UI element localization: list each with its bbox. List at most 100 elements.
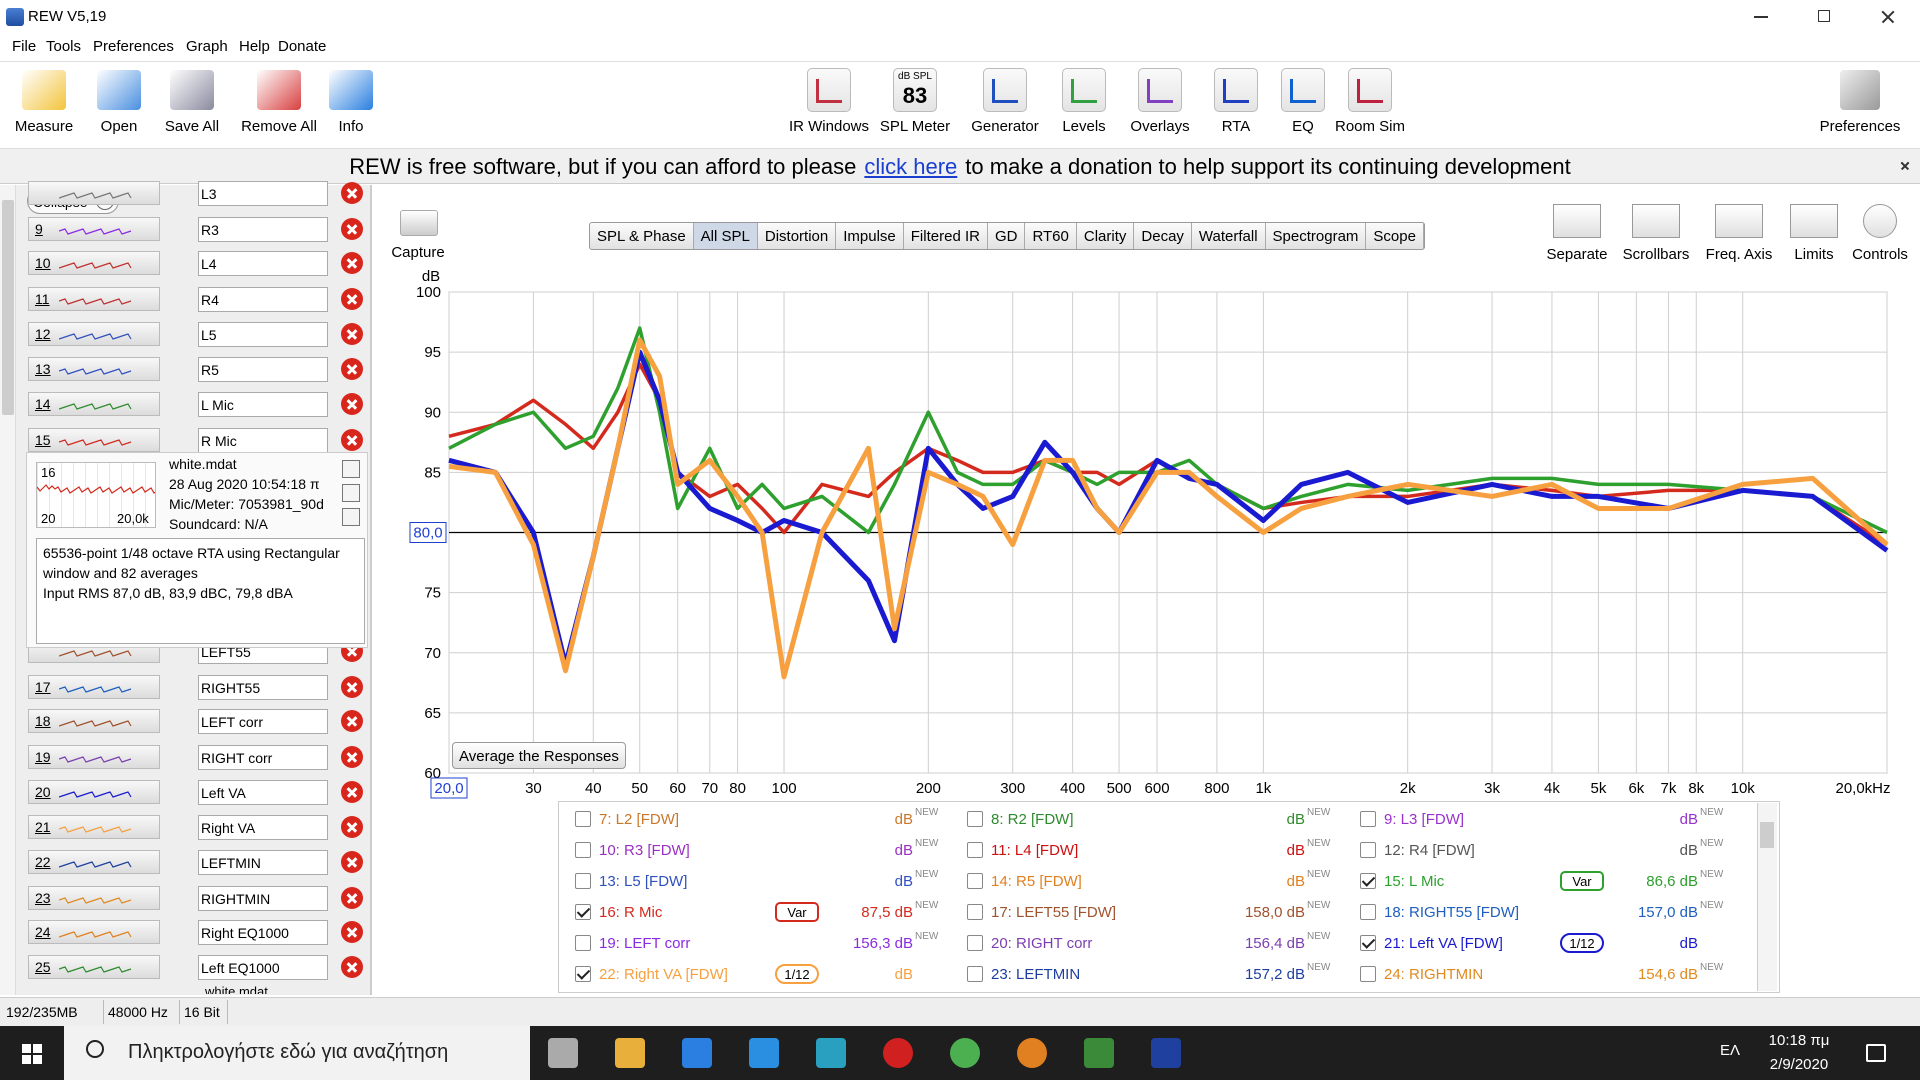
graph-tab[interactable]: GD: [988, 223, 1026, 249]
search-icon[interactable]: [86, 1040, 104, 1058]
measurement-name[interactable]: Right VA: [198, 815, 328, 840]
remove-measurement[interactable]: [341, 288, 363, 310]
remove-measurement[interactable]: [341, 218, 363, 240]
toolbar-button[interactable]: Generator: [971, 118, 1039, 135]
toolbar-button[interactable]: EQ: [1292, 118, 1314, 135]
remove-measurement[interactable]: [341, 956, 363, 978]
remove-measurement[interactable]: [341, 429, 363, 451]
menu-item[interactable]: Preferences: [93, 38, 174, 55]
measurement-name[interactable]: R Mic: [198, 428, 328, 453]
menu-item[interactable]: Help: [239, 38, 270, 55]
series-checkbox[interactable]: [967, 904, 983, 920]
graph-tool-icon[interactable]: [1632, 204, 1680, 238]
toolbar-button[interactable]: SPL Meter: [879, 118, 951, 135]
remove-measurement[interactable]: [341, 252, 363, 274]
taskbar-app[interactable]: [749, 1038, 779, 1068]
legend-label[interactable]: 19: LEFT corr: [599, 935, 691, 952]
measurement-thumb[interactable]: 9: [28, 217, 160, 241]
legend-scroll-thumb[interactable]: [1760, 822, 1774, 848]
measurement-thumb[interactable]: 11: [28, 287, 160, 311]
graph-tab[interactable]: Waterfall: [1192, 223, 1266, 249]
banner-close[interactable]: [1900, 160, 1910, 170]
graph-tool-icon[interactable]: [1553, 204, 1601, 238]
graph-tool-icon[interactable]: [1863, 204, 1897, 238]
toolbar-button[interactable]: Info: [338, 118, 364, 135]
info-icon[interactable]: [342, 508, 360, 526]
legend-label[interactable]: 13: L5 [FDW]: [599, 873, 688, 890]
remove-measurement[interactable]: [341, 710, 363, 732]
measurement-name[interactable]: RIGHTMIN: [198, 886, 328, 911]
legend-label[interactable]: 16: R Mic: [599, 904, 663, 921]
remove-measurement[interactable]: [341, 781, 363, 803]
measurement-name[interactable]: L4: [198, 251, 328, 276]
smoothing-badge[interactable]: 1/12: [1560, 933, 1604, 953]
legend-label[interactable]: 14: R5 [FDW]: [991, 873, 1082, 890]
series-checkbox[interactable]: [575, 966, 591, 982]
menu-item[interactable]: Donate: [278, 38, 327, 55]
measurement-name[interactable]: LEFTMIN: [198, 850, 328, 875]
toolbar-button[interactable]: Remove All: [241, 118, 317, 135]
toolbar-button[interactable]: RTA: [1221, 118, 1251, 135]
info-icon[interactable]: [342, 460, 360, 478]
smoothing-badge[interactable]: Var: [1560, 871, 1604, 891]
series-checkbox[interactable]: [967, 873, 983, 889]
remove-measurement[interactable]: [341, 887, 363, 909]
remove-measurement[interactable]: [341, 358, 363, 380]
smoothing-badge[interactable]: 1/12: [775, 964, 819, 984]
measurement-thumb[interactable]: 23: [28, 886, 160, 910]
toolbar-button[interactable]: Overlays: [1130, 118, 1190, 135]
series-checkbox[interactable]: [967, 842, 983, 858]
legend-label[interactable]: 20: RIGHT corr: [991, 935, 1093, 952]
graph-tool-button[interactable]: Scrollbars: [1622, 246, 1690, 263]
measurement-thumb[interactable]: 18: [28, 709, 160, 733]
donate-link[interactable]: click here: [864, 154, 958, 179]
measurement-name[interactable]: LEFT corr: [198, 709, 328, 734]
measurement-name[interactable]: RIGHT corr: [198, 745, 328, 770]
measurement-thumb[interactable]: 20: [28, 780, 160, 804]
graph-tab[interactable]: RT60: [1025, 223, 1077, 249]
measurement-thumb[interactable]: 12: [28, 322, 160, 346]
series-checkbox[interactable]: [575, 811, 591, 827]
series-checkbox[interactable]: [1360, 904, 1376, 920]
series-checkbox[interactable]: [1360, 873, 1376, 889]
graph-tab[interactable]: Scope: [1366, 223, 1424, 249]
series-checkbox[interactable]: [967, 811, 983, 827]
measurement-name[interactable]: L5: [198, 322, 328, 347]
taskbar-app[interactable]: [1151, 1038, 1181, 1068]
graph-tab[interactable]: All SPL: [693, 223, 758, 249]
graph-tab[interactable]: Impulse: [836, 223, 904, 249]
toolbar-button[interactable]: Measure: [14, 118, 74, 135]
graph-tab[interactable]: Filtered IR: [904, 223, 988, 249]
measurement-thumb[interactable]: 10: [28, 251, 160, 275]
remove-measurement[interactable]: [341, 921, 363, 943]
start-button[interactable]: [22, 1044, 42, 1064]
series-checkbox[interactable]: [1360, 811, 1376, 827]
menu-item[interactable]: File: [12, 38, 37, 55]
legend-label[interactable]: 22: Right VA [FDW]: [599, 966, 728, 983]
taskbar-app[interactable]: [883, 1038, 913, 1068]
legend-label[interactable]: 11: L4 [FDW]: [991, 842, 1079, 859]
measurement-name[interactable]: R3: [198, 217, 328, 242]
graph-tool-button[interactable]: Freq. Axis: [1705, 246, 1773, 263]
graph-tab[interactable]: SPL & Phase: [590, 223, 694, 249]
scroll-thumb[interactable]: [2, 200, 14, 415]
tray-date[interactable]: 2/9/2020: [1769, 1056, 1829, 1073]
graph-tab[interactable]: Spectrogram: [1266, 223, 1367, 249]
series-checkbox[interactable]: [1360, 966, 1376, 982]
legend-label[interactable]: 21: Left VA [FDW]: [1384, 935, 1503, 952]
notification-button[interactable]: [1866, 1044, 1886, 1062]
legend-label[interactable]: 7: L2 [FDW]: [599, 811, 680, 828]
remove-measurement[interactable]: [341, 851, 363, 873]
info-icon[interactable]: [342, 484, 360, 502]
measurement-name[interactable]: Left VA: [198, 780, 328, 805]
measurement-thumb[interactable]: 15: [28, 428, 160, 452]
measurement-name[interactable]: Right EQ1000: [198, 920, 328, 945]
minimize-button[interactable]: [1754, 16, 1768, 18]
measurement-name[interactable]: R4: [198, 287, 328, 312]
graph-tab[interactable]: Distortion: [758, 223, 837, 249]
capture-icon[interactable]: [400, 210, 438, 236]
measurement-thumb[interactable]: 24: [28, 920, 160, 944]
graph-tool-button[interactable]: Limits: [1794, 246, 1834, 263]
graph-tab[interactable]: Clarity: [1077, 223, 1135, 249]
measurement-thumb[interactable]: 21: [28, 815, 160, 839]
